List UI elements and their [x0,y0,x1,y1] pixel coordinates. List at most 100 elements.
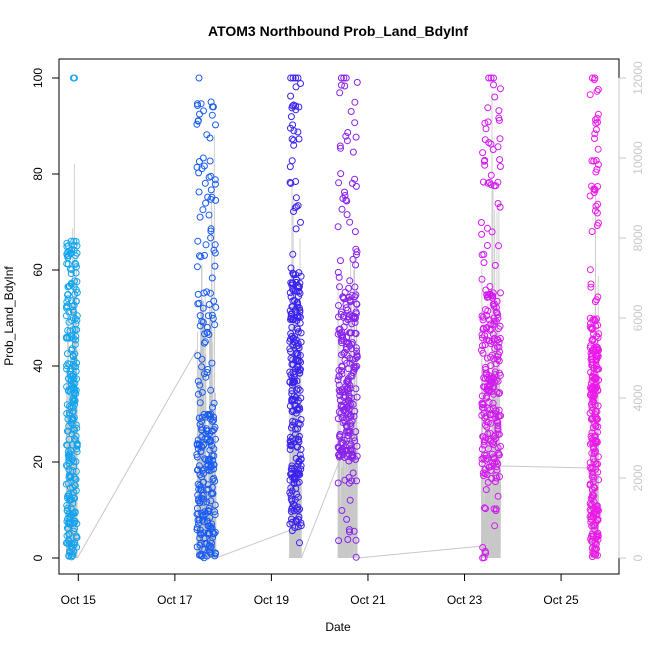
data-point [292,276,300,284]
data-point [209,476,217,483]
data-point [591,207,599,215]
data-point [481,375,489,383]
data-point [211,180,219,188]
data-point [496,135,504,143]
data-point [205,331,213,338]
data-point [589,335,597,343]
data-point [479,325,487,333]
data-point [295,269,303,277]
data-point [484,293,492,301]
data-point [296,451,304,459]
data-point [491,300,498,308]
data-point [342,74,350,82]
y2-tick-label: 4000 [631,384,645,411]
data-point [287,354,295,362]
data-point [194,377,202,385]
data-point [593,296,600,304]
data-point [63,239,71,247]
data-point [587,507,595,515]
data-point [287,348,295,356]
data-point [496,156,504,164]
data-point [194,290,202,298]
data-point [491,522,499,530]
data-point [207,289,214,297]
data-point [337,308,345,316]
data-point [488,351,496,359]
data-point [487,181,495,189]
data-point [198,552,206,560]
data-point [194,516,202,524]
data-point [481,136,489,144]
data-point [292,278,300,286]
data-point [478,230,486,238]
data-point [351,407,359,415]
data-point [211,423,219,431]
data-point [294,356,302,364]
data-point [194,352,202,360]
data-point [294,339,302,347]
data-point [202,373,210,381]
data-point [344,338,351,346]
data-point [73,424,81,432]
data-point [495,107,503,115]
data-point [207,225,215,233]
data-point [483,224,491,232]
data-point [69,352,77,360]
data-point [495,242,502,250]
data-point [293,298,301,306]
data-point [204,365,212,373]
data-point [334,223,342,231]
data-point [335,179,343,187]
data-point [206,134,214,142]
data-point [484,179,492,187]
data-point [344,397,352,405]
data-point [73,242,81,250]
secondary-line-connector [500,465,592,469]
data-point [69,467,77,475]
data-point [293,203,300,211]
data-point [286,446,294,453]
data-point [211,241,219,249]
data-point [492,317,500,325]
data-point [197,531,205,538]
data-point [71,341,79,348]
data-point [592,168,600,176]
data-point [479,149,487,157]
data-point [211,501,219,509]
data-point [296,539,303,547]
data-point [290,395,298,403]
data-point [594,145,602,153]
data-point [200,339,208,347]
data-point [594,387,602,394]
data-point [488,228,496,236]
data-point [336,89,344,97]
data-point [294,74,302,82]
points-group [62,74,603,562]
data-point [294,363,302,371]
data-point [287,74,295,82]
data-point [595,219,602,227]
data-point [338,328,346,336]
data-point [288,397,296,405]
data-point [497,289,504,297]
data-point [204,507,212,515]
data-point [343,515,351,523]
data-point [480,404,488,412]
data-point [292,468,300,476]
data-point [478,392,486,400]
data-point [495,406,503,414]
data-point [490,505,498,513]
data-point [594,402,602,410]
data-point [337,257,344,265]
data-point [335,386,343,394]
data-point [294,507,302,514]
data-point [193,100,201,108]
data-point [337,144,344,152]
data-point [204,193,212,201]
data-point [293,377,301,385]
data-point [72,487,80,495]
data-point [203,427,210,435]
data-point [204,517,212,525]
data-point [297,455,305,463]
data-point [199,304,207,312]
